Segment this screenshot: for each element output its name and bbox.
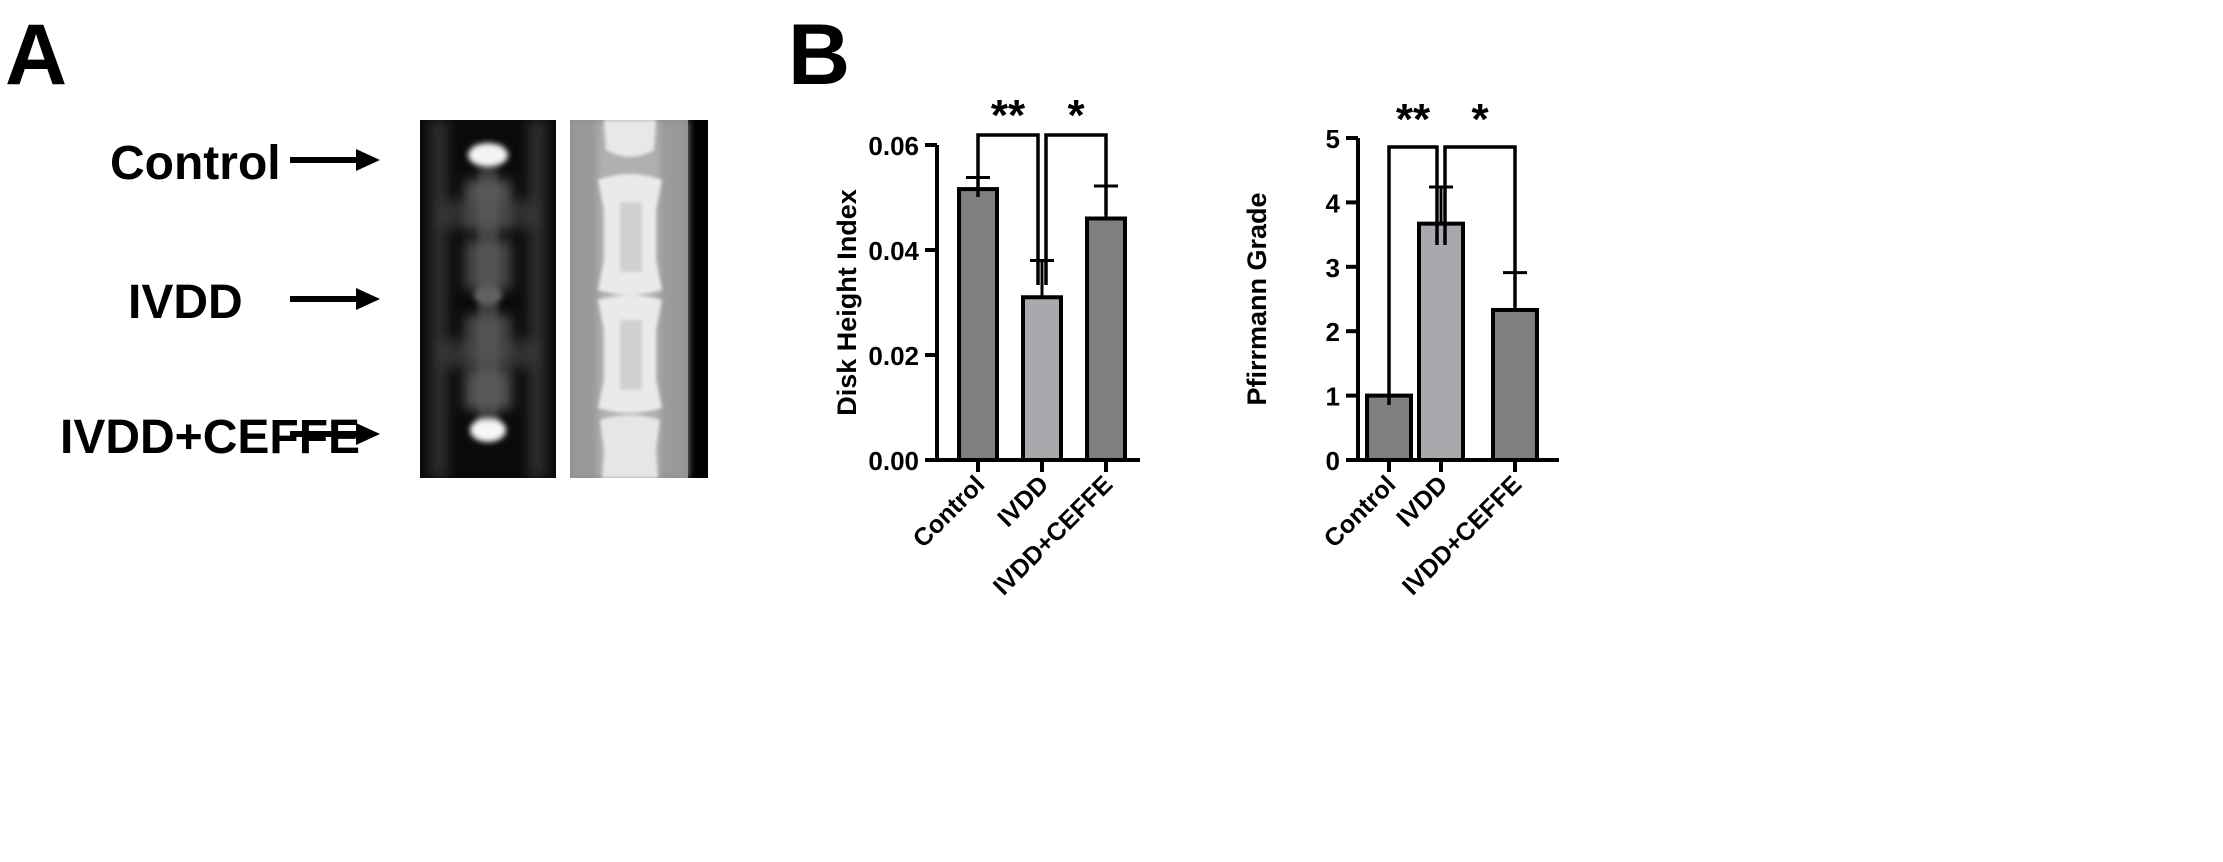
row-label-ivdd-ceffe: IVDD+CEFFE — [60, 411, 361, 464]
y-tick-label: 2 — [1326, 317, 1340, 347]
significance-bracket — [976, 133, 1040, 285]
significance-bracket — [1443, 145, 1517, 307]
mri-spine-image — [420, 120, 556, 478]
y-tick-label: 3 — [1326, 253, 1340, 283]
y-tick-label: 4 — [1326, 188, 1341, 218]
bar-control — [1365, 393, 1413, 463]
row-label-control: Control — [110, 137, 281, 190]
arrow-control — [290, 149, 380, 171]
significance-label: * — [1471, 95, 1489, 144]
significance-label: ** — [1396, 95, 1431, 144]
y-tick-label: 1 — [1326, 382, 1340, 412]
y-tick-label: 0.06 — [868, 131, 919, 161]
significance-bracket — [1044, 133, 1108, 285]
bar-ivdd — [1417, 221, 1465, 462]
bar-control — [957, 187, 999, 462]
significance-label: ** — [991, 91, 1026, 140]
x-tick-label-control: Control — [908, 470, 991, 553]
y-axis-label: Disk Height Index — [832, 189, 862, 416]
panel-a-label: A — [5, 7, 68, 103]
arrow-ivdd-ceffe — [290, 423, 380, 445]
bar-ivdd — [1021, 295, 1063, 462]
y-tick-label: 5 — [1326, 124, 1340, 154]
y-tick-label: 0.04 — [868, 236, 919, 266]
x-tick-label-ivdd: IVDD — [1391, 470, 1453, 532]
arrow-ivdd — [290, 288, 380, 310]
panel-b-label: B — [788, 7, 851, 103]
y-tick-label: 0.02 — [868, 341, 919, 371]
y-axis-label: Pfirrmann Grade — [1242, 192, 1272, 405]
xray-spine-image — [570, 120, 708, 478]
row-label-ivdd: IVDD — [128, 276, 243, 329]
bar-ivdd-ceffe — [1491, 307, 1539, 462]
y-tick-label: 0 — [1326, 446, 1340, 476]
x-tick-label-control: Control — [1319, 470, 1402, 553]
significance-bracket — [1387, 145, 1439, 405]
y-tick-label: 0.00 — [868, 446, 919, 476]
bar-ivdd-ceffe — [1085, 216, 1127, 462]
significance-label: * — [1067, 91, 1085, 140]
